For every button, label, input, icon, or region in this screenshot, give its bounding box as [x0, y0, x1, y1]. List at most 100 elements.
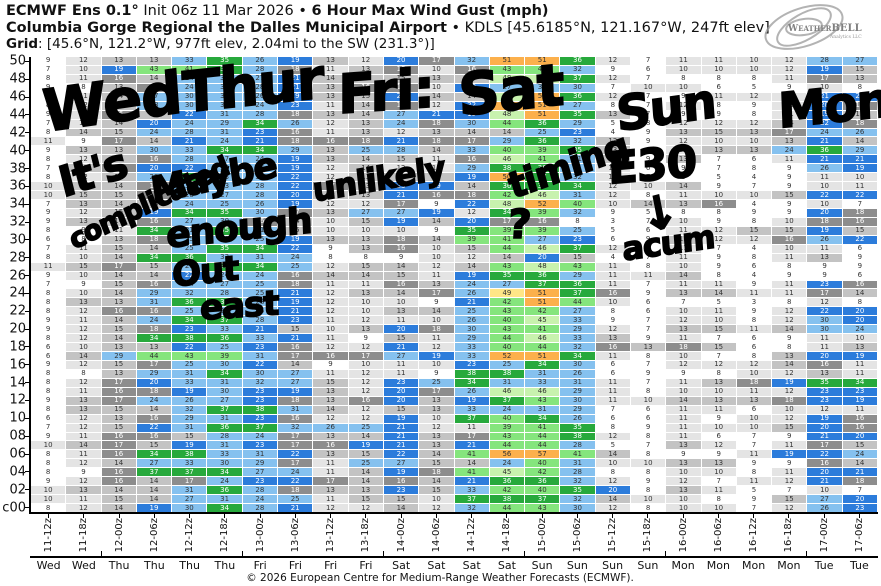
heatmap-cell: 19: [454, 84, 489, 92]
heatmap-cell: 36: [207, 334, 242, 343]
heatmap-cell: 12: [595, 325, 630, 334]
heatmap-cell: 15: [736, 227, 772, 235]
heatmap-cell: 8: [630, 450, 666, 459]
heatmap-cell: 8: [630, 352, 666, 360]
heatmap-cell: 43: [525, 66, 560, 74]
heatmap-cell: 11: [666, 281, 701, 289]
heatmap-cell: 8: [66, 370, 101, 378]
heatmap-cell: 15: [383, 272, 419, 280]
heatmap-cell: 23: [807, 397, 842, 405]
heatmap-cell: 38: [242, 406, 278, 414]
heatmap-cell: 19: [278, 93, 313, 101]
heatmap-cell: 8: [31, 450, 66, 459]
heatmap-cell: 41: [525, 325, 560, 334]
heatmap-cell: 24: [172, 281, 207, 289]
heatmap-cell: 8: [630, 191, 666, 200]
heatmap-cell: 11: [842, 361, 877, 369]
heatmap-cell: 18: [666, 343, 701, 352]
heatmap-cell: 10: [419, 495, 454, 504]
heatmap-cell: 31: [207, 495, 242, 504]
heatmap-cell: 39: [525, 227, 560, 235]
heatmap-cell: 13: [313, 450, 348, 459]
svg-text:WEATHERBELL: WEATHERBELL: [787, 23, 862, 34]
heatmap-cell: 24: [172, 75, 207, 83]
heatmap-cell: 10: [666, 352, 701, 360]
heatmap-cell: 14: [489, 254, 525, 262]
heatmap-cell: 44: [560, 298, 595, 307]
x-axis-tick: [717, 514, 719, 518]
heatmap-cell: 7: [666, 298, 701, 307]
heatmap-cell: 11: [807, 173, 842, 182]
heatmap-cell: 15: [419, 486, 454, 495]
heatmap-cell: 7: [31, 245, 66, 253]
heatmap-cell: 4: [736, 272, 772, 280]
heatmap-cell: 7: [736, 504, 772, 512]
heatmap-cell: 12: [736, 93, 772, 101]
y-axis-tick: [25, 239, 30, 241]
heatmap-cell: 44: [489, 120, 525, 128]
heatmap-cell: 14: [66, 129, 101, 137]
heatmap-cell: 26: [807, 504, 842, 512]
heatmap-cell: 51: [525, 93, 560, 101]
heatmap-cell: 30: [136, 146, 172, 155]
heatmap-cell: 14: [101, 93, 136, 101]
day-label: Thu: [214, 559, 236, 572]
y-axis-label: 02: [9, 482, 26, 498]
heatmap-cell: 10: [31, 486, 66, 495]
heatmap-cell: 25: [560, 227, 595, 235]
heatmap-cell: 39: [489, 227, 525, 235]
heatmap-cell: 22: [278, 173, 313, 182]
heatmap-cell: 15: [136, 200, 172, 208]
heatmap-cell: 25: [278, 495, 313, 504]
heatmap-cell: 16: [278, 343, 313, 352]
heatmap-cell: 21: [278, 289, 313, 298]
heatmap-cell: 42: [525, 468, 560, 477]
heatmap-cell: 28: [172, 129, 207, 137]
y-axis-tick: [25, 185, 30, 187]
heatmap-cell: 10: [701, 504, 736, 512]
heatmap-cell: 12: [313, 504, 348, 512]
heatmap-cell: 20: [136, 120, 172, 128]
heatmap-cell: 9: [383, 254, 419, 262]
heatmap-cell: 7: [842, 200, 877, 208]
heatmap-cell: 13: [101, 370, 136, 378]
heatmap-cell: 26: [172, 397, 207, 405]
heatmap-cell: 3: [736, 298, 772, 307]
heatmap-cell: 47: [525, 75, 560, 83]
heatmap-cell: 8: [701, 495, 736, 504]
heatmap-cell: 11: [701, 486, 736, 495]
heatmap-cell: 22: [454, 102, 489, 110]
heatmap-cell: 16: [842, 415, 877, 423]
heatmap-cell: 9: [701, 111, 736, 119]
heatmap-cell: 7: [630, 173, 666, 182]
heatmap-cell: 25: [348, 459, 383, 468]
heatmap-cell: 13: [348, 173, 383, 182]
day-label: Sun: [566, 559, 588, 572]
heatmap-cell: 11: [66, 495, 101, 504]
heatmap-cell: 25: [172, 361, 207, 369]
x-axis-tick: [858, 514, 860, 518]
heatmap-cell: 8: [630, 245, 666, 253]
heatmap-cell: 43: [136, 66, 172, 74]
heatmap-cell: 10: [807, 84, 842, 92]
heatmap-cell: 19: [101, 66, 136, 74]
heatmap-cell: 12: [66, 334, 101, 343]
heatmap-cell: 21: [278, 75, 313, 83]
heatmap-cell: 12: [772, 93, 807, 101]
heatmap-cell: 20: [595, 486, 630, 495]
heatmap-cell: 12: [419, 343, 454, 352]
heatmap-cell: 18: [136, 236, 172, 244]
heatmap-cell: 28: [242, 191, 278, 200]
heatmap-cell: 13: [419, 173, 454, 182]
heatmap-cell: 6: [630, 164, 666, 173]
heatmap-cell: 9: [419, 298, 454, 307]
heatmap-cell: 21: [383, 424, 419, 432]
heatmap-cell: 32: [560, 477, 595, 486]
heatmap-cell: 26: [454, 388, 489, 396]
heatmap-cell: 36: [560, 281, 595, 289]
heatmap-cell: 8: [630, 120, 666, 128]
heatmap-cell: 12: [666, 477, 701, 486]
heatmap-cell: 17: [101, 137, 136, 146]
chart-subtitle: Columbia Gorge Regional the Dalles Munic…: [6, 19, 770, 36]
heatmap-cell: 9: [630, 477, 666, 486]
